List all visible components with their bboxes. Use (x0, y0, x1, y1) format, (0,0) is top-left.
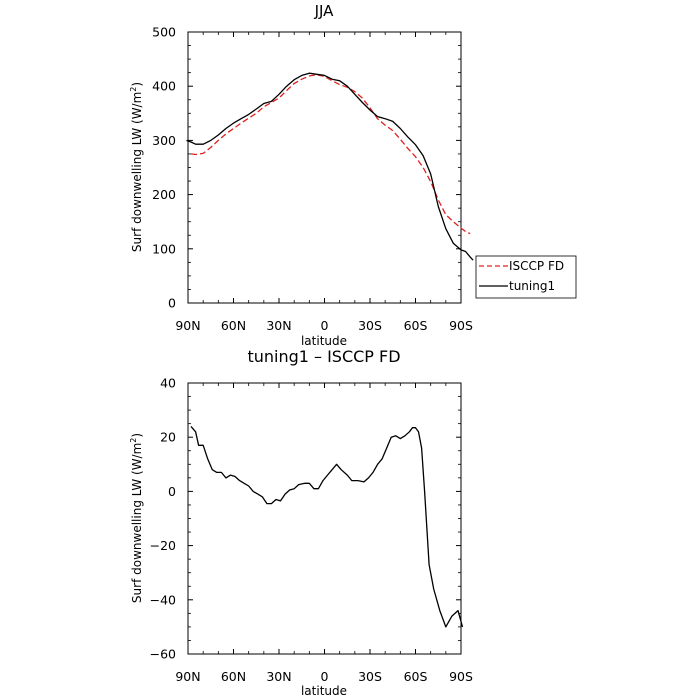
legend: ISCCP FD tuning1 (475, 255, 577, 299)
x-tick-label: 90S (449, 669, 473, 684)
chart-title: tuning1 – ISCCP FD (247, 347, 400, 366)
x-tick-label: 60S (404, 669, 428, 684)
series-layer (190, 425, 464, 628)
y-tick-labels: −60 −40 −20 0 20 40 (150, 376, 176, 662)
series-layer (186, 72, 474, 261)
y-tick-label: 200 (152, 187, 176, 202)
y-tick-label: −20 (150, 538, 176, 553)
legend-label-tuning1: tuning1 (509, 279, 555, 293)
chart-panel-top: JJA 0 100 200 300 400 500 90N 60N 30N 0 30S 60S 90S… (129, 2, 577, 348)
x-tick-label: 0 (321, 669, 329, 684)
x-tick-label: 90N (175, 669, 200, 684)
plot-frame (187, 382, 462, 655)
x-tick-label: 90S (449, 318, 473, 333)
x-tick-label: 60N (221, 318, 246, 333)
y-tick-label: 0 (168, 296, 176, 311)
tick-marks (187, 31, 462, 304)
y-tick-labels: 0 100 200 300 400 500 (152, 25, 176, 311)
x-tick-label: 30N (266, 318, 291, 333)
y-tick-label: 300 (152, 133, 176, 148)
x-tick-label: 90N (175, 318, 200, 333)
x-axis-label: latitude (301, 684, 347, 698)
y-tick-label: 40 (160, 376, 176, 391)
series-line-tuning1 (186, 72, 474, 261)
tick-marks (187, 382, 462, 655)
x-tick-label: 30S (358, 318, 382, 333)
plot-frame (187, 31, 462, 304)
x-axis-label: latitude (301, 334, 347, 348)
x-tick-label: 30S (358, 669, 382, 684)
series-line-difference (190, 425, 464, 628)
legend-box (475, 255, 577, 299)
x-tick-label: 30N (266, 669, 291, 684)
legend-label-isccp: ISCCP FD (509, 259, 564, 273)
y-tick-label: 400 (152, 79, 176, 94)
chart-panel-bottom: tuning1 – ISCCP FD −60 −40 −20 0 20 40 90N 60N… (129, 347, 473, 698)
y-tick-label: −40 (150, 592, 176, 607)
y-tick-label: 100 (152, 241, 176, 256)
y-tick-label: 0 (168, 484, 176, 499)
x-tick-label: 0 (321, 318, 329, 333)
y-tick-label: 500 (152, 25, 176, 40)
x-tick-labels: 90N 60N 30N 0 30S 60S 90S (175, 669, 473, 684)
x-tick-label: 60N (221, 669, 246, 684)
y-tick-label: −60 (150, 647, 176, 662)
x-tick-labels: 90N 60N 30N 0 30S 60S 90S (175, 318, 473, 333)
y-axis-label: Surf downwelling LW (W/m2) (129, 433, 144, 603)
x-tick-label: 60S (404, 318, 428, 333)
y-tick-label: 20 (160, 430, 176, 445)
series-line-isccp-fd (190, 74, 471, 235)
y-axis-label: Surf downwelling LW (W/m2) (129, 82, 144, 252)
chart-title: JJA (314, 2, 335, 20)
